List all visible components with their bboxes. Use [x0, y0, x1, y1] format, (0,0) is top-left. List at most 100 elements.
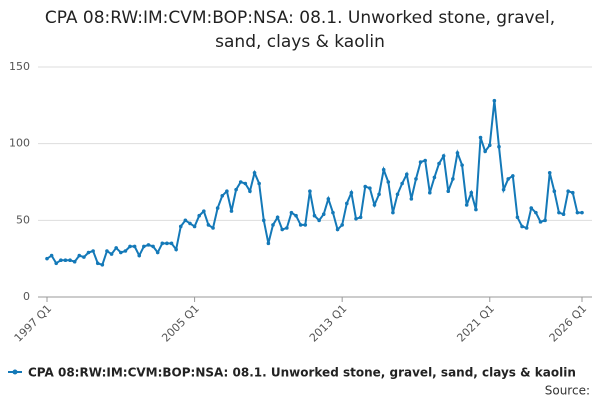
data-point [123, 249, 128, 253]
data-point [446, 189, 451, 193]
data-point [391, 210, 395, 215]
data-point [557, 210, 561, 215]
x-tick-label: 2005 Q1 [159, 302, 202, 345]
y-tick-label: 0 [23, 290, 30, 303]
data-point [506, 177, 511, 181]
data-point [414, 177, 418, 181]
data-point [381, 167, 386, 172]
data-point [128, 244, 132, 249]
y-tick-label: 150 [9, 60, 30, 73]
data-point [372, 203, 377, 207]
data-point [215, 206, 220, 210]
data-point [428, 190, 432, 195]
data-point [188, 221, 192, 226]
data-point [197, 213, 201, 218]
legend-label: CPA 08:RW:IM:CVM:BOP:NSA: 08.1. Unworked… [28, 366, 576, 380]
data-point [211, 226, 215, 230]
data-point [478, 135, 483, 140]
data-point [271, 223, 275, 227]
data-point [132, 244, 137, 249]
data-point [464, 203, 469, 207]
data-point [543, 218, 547, 223]
data-point [386, 180, 391, 184]
data-point [82, 255, 86, 259]
data-point [451, 177, 455, 181]
x-tick-label: 2013 Q1 [307, 302, 350, 345]
data-point [45, 256, 49, 261]
x-tick-label: 2021 Q1 [454, 302, 497, 345]
y-tick-label: 100 [9, 137, 30, 150]
legend-marker [12, 369, 18, 375]
data-point [68, 258, 72, 263]
data-point [538, 220, 543, 224]
data-point [326, 197, 331, 201]
data-point [423, 158, 427, 163]
data-point [220, 194, 225, 198]
data-point [91, 249, 95, 253]
data-point [455, 151, 460, 155]
data-point [317, 218, 321, 223]
data-point [363, 184, 368, 189]
data-point [178, 224, 183, 229]
data-point [520, 224, 524, 229]
data-point [183, 218, 188, 223]
data-point [243, 181, 248, 186]
data-point [142, 244, 146, 249]
data-point [511, 174, 515, 178]
data-point [248, 189, 252, 193]
data-point [155, 250, 160, 255]
data-point [285, 226, 289, 230]
data-point [349, 190, 354, 195]
data-point [54, 261, 59, 266]
data-point [354, 217, 358, 221]
data-point [151, 244, 155, 249]
data-point [86, 250, 91, 255]
data-point [524, 226, 529, 230]
chart-title: CPA 08:RW:IM:CVM:BOP:NSA: 08.1. Unworked… [44, 8, 556, 52]
x-tick-label: 1997 Q1 [12, 302, 55, 345]
data-point [261, 218, 266, 223]
data-point [469, 190, 474, 195]
data-point [109, 252, 114, 256]
data-point [547, 171, 552, 175]
data-point [114, 246, 118, 250]
data-point [192, 224, 197, 229]
data-point [63, 258, 68, 263]
data-point [294, 213, 298, 218]
data-point [377, 192, 381, 197]
data-point [552, 189, 557, 193]
data-point [432, 175, 437, 180]
data-point [335, 227, 340, 232]
data-point [474, 207, 478, 212]
data-point [575, 210, 580, 215]
data-point [59, 258, 63, 263]
data-point [229, 209, 234, 213]
data-point [534, 210, 538, 215]
data-point [340, 223, 344, 227]
data-point [344, 201, 349, 206]
data-point [234, 187, 238, 192]
data-point [570, 190, 575, 195]
x-tick-label: 2026 Q1 [547, 302, 590, 345]
data-point [118, 250, 123, 255]
data-point [321, 212, 326, 216]
data-point [252, 171, 257, 175]
data-point [331, 210, 335, 215]
data-point [483, 149, 487, 154]
data-point [404, 172, 409, 177]
data-point [308, 189, 312, 193]
data-point [298, 223, 303, 227]
data-point [515, 215, 520, 220]
data-point [238, 180, 243, 184]
data-point [77, 253, 82, 258]
data-point [312, 213, 317, 218]
data-point [266, 241, 271, 246]
data-point [358, 215, 363, 220]
data-point [165, 241, 169, 246]
data-point [497, 144, 501, 149]
data-point [95, 261, 100, 266]
data-point [137, 253, 142, 258]
source: Source: [545, 384, 590, 398]
